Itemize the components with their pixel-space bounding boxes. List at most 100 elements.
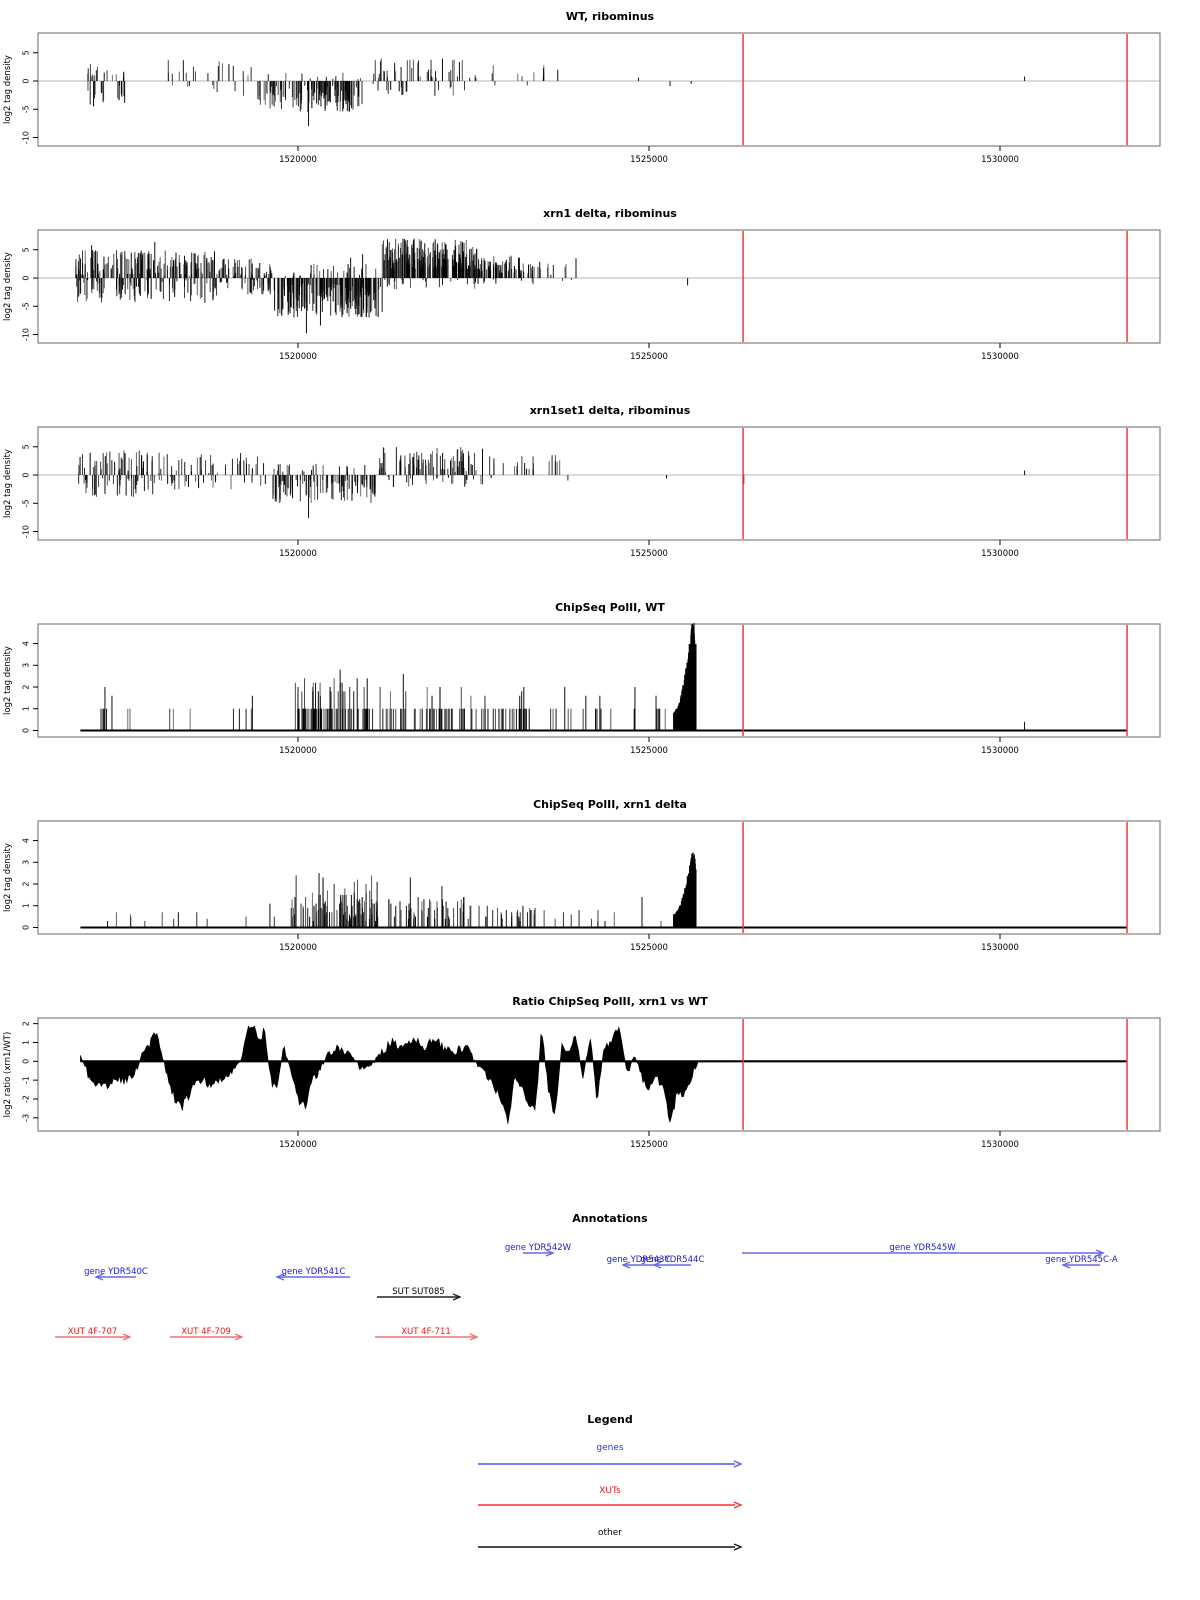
- panel-xrn1-ribominus: xrn1 delta, ribominus 5 0 -5 -10 log2 tag de…: [0, 197, 1200, 394]
- gene-arrow: gene YDR540C: [84, 1267, 148, 1281]
- x-tick-label: 1530000: [981, 943, 1019, 953]
- gene-arrow: gene YDR544C: [641, 1255, 705, 1269]
- panel-plot-chipseq-wt: 4 3 2 1 0 log2 tag density 1520000 1525000 15300…: [3, 622, 1161, 756]
- plot-area: 4 3 2 1 0 log2 tag density 1520000 1525000 15300…: [3, 820, 1161, 953]
- annotations-title: Annotations: [572, 1212, 648, 1225]
- gene-arrow: gene YDR541C: [275, 1267, 351, 1281]
- y-axis-label: log2 tag density: [3, 449, 13, 518]
- y-tick-label: -1: [22, 1076, 31, 1084]
- y-tick-label: -5: [22, 302, 31, 310]
- legend-arrow-genes: [478, 1460, 743, 1468]
- y-tick-label: -10: [22, 131, 31, 144]
- feature-label: gene YDR542W: [505, 1243, 572, 1253]
- y-tick-label: 0: [22, 1059, 31, 1064]
- legend-label-genes: genes: [596, 1443, 624, 1453]
- bars: [100, 622, 1026, 731]
- legend-label-xuts: XUTs: [599, 1486, 621, 1496]
- panel-title: WT, ribominus: [565, 10, 655, 23]
- y-axis: 5 0 -5 -10 log2 tag density: [3, 50, 38, 144]
- y-axis-label: log2 ratio (xrn1/WT): [3, 1032, 13, 1118]
- y-tick-label: 2: [22, 684, 31, 689]
- y-tick-label: -5: [22, 499, 31, 507]
- x-tick-label: 1525000: [630, 943, 668, 953]
- x-tick-label: 1520000: [279, 746, 317, 756]
- plot-frame: [37, 1017, 1161, 1132]
- y-tick-label: 1: [22, 706, 31, 711]
- gene-arrow: gene YDR545W: [742, 1243, 1105, 1257]
- panel-plot-xrn1-ribominus: 5 0 -5 -10 log2 tag density 1520000 1525000 153…: [3, 229, 1161, 362]
- feature-label: gene YDR540C: [84, 1267, 148, 1277]
- x-tick-label: 1525000: [630, 352, 668, 362]
- panel-title: xrn1 delta, ribominus: [543, 207, 677, 220]
- gene-arrow: gene YDR545C-A: [1045, 1255, 1118, 1269]
- y-tick-label: -5: [22, 105, 31, 113]
- y-tick-label: -3: [22, 1114, 31, 1122]
- x-axis: 1520000 1525000 1530000: [279, 737, 1019, 756]
- xut-arrow: XUT 4F-707: [55, 1327, 132, 1341]
- y-tick-label: 0: [22, 275, 31, 280]
- y-tick-label: 3: [22, 663, 31, 668]
- feature-label: XUT 4F-707: [68, 1327, 118, 1337]
- y-tick-label: 5: [22, 50, 31, 55]
- y-tick-label: 0: [22, 472, 31, 477]
- y-tick-label: 2: [22, 1021, 31, 1026]
- y-axis-label: log2 tag density: [3, 55, 13, 124]
- plot-frame: [37, 229, 1161, 344]
- legend: Legend genes XUTs other: [0, 1379, 1200, 1576]
- x-tick-label: 1530000: [981, 549, 1019, 559]
- x-tick-label: 1520000: [279, 1140, 317, 1150]
- bars: [107, 852, 697, 928]
- x-axis: 1520000 1525000 1530000: [279, 934, 1019, 953]
- x-tick-label: 1525000: [630, 155, 668, 165]
- y-tick-label: -10: [22, 525, 31, 538]
- panel-chipseq-xrn1: ChipSeq PolII, xrn1 delta 4 3 2 1 0 log2 tag …: [0, 788, 1200, 985]
- panel-plot-chipseq-xrn1: 4 3 2 1 0 log2 tag density 1520000 1525000 15300…: [3, 820, 1161, 953]
- y-axis-label: log2 tag density: [3, 252, 13, 321]
- plot-area: 5 0 -5 -10 log2 tag density 1520000 1525000 153…: [3, 32, 1161, 165]
- y-axis: 5 0 -5 -10 log2 tag density: [3, 247, 38, 341]
- x-axis: 1520000 1525000 1530000: [279, 146, 1019, 165]
- legend-arrow-other: [478, 1543, 743, 1551]
- plot-area: 2 1 0 -1 -2 -3 log2 ratio (xrn1/WT) 1520000 1525…: [3, 1017, 1161, 1150]
- x-tick-label: 1525000: [630, 549, 668, 559]
- x-axis: 1520000 1525000 1530000: [279, 540, 1019, 559]
- y-tick-label: 5: [22, 247, 31, 252]
- y-tick-label: -10: [22, 328, 31, 341]
- x-tick-label: 1520000: [279, 943, 317, 953]
- y-axis: 5 0 -5 -10 log2 tag density: [3, 444, 38, 538]
- legend-arrow-XUTs: [478, 1501, 743, 1509]
- panel-plot-xrn1set1-ribominus: 5 0 -5 -10 log2 tag density 1520000 1525000 153…: [3, 426, 1161, 559]
- feature-label: gene YDR545W: [889, 1243, 956, 1253]
- y-tick-label: 5: [22, 444, 31, 449]
- panel-title: Ratio ChipSeq PolII, xrn1 vs WT: [512, 995, 708, 1008]
- y-axis-label: log2 tag density: [3, 843, 13, 912]
- panel-title: xrn1set1 delta, ribominus: [529, 404, 691, 417]
- feature-label: XUT 4F-709: [181, 1327, 231, 1337]
- bars: [75, 238, 689, 334]
- feature-label: gene YDR544C: [641, 1255, 705, 1265]
- panel-plot-wt-ribominus: 5 0 -5 -10 log2 tag density 1520000 1525000 153…: [3, 32, 1161, 165]
- plot-frame: [37, 426, 1161, 541]
- y-axis: 4 3 2 1 0 log2 tag density: [3, 641, 38, 733]
- y-tick-label: 4: [22, 838, 31, 843]
- y-axis-label: log2 tag density: [3, 646, 13, 715]
- x-tick-label: 1520000: [279, 155, 317, 165]
- feature-label: SUT SUT085: [392, 1287, 445, 1297]
- panel-title: ChipSeq PolII, WT: [555, 601, 665, 614]
- other-arrow: SUT SUT085: [376, 1287, 462, 1301]
- y-tick-label: 1: [22, 1040, 31, 1045]
- plot-frame: [37, 623, 1161, 738]
- xut-arrow: XUT 4F-711: [375, 1327, 479, 1341]
- x-tick-label: 1520000: [279, 549, 317, 559]
- panel-wt-ribominus: WT, ribominus 5 0 -5 -10 log2 tag density 152…: [0, 0, 1200, 197]
- y-tick-label: 3: [22, 860, 31, 865]
- panel-chipseq-wt: ChipSeq PolII, WT 4 3 2 1 0 log2 tag density 1…: [0, 591, 1200, 788]
- panel-xrn1set1-ribominus: xrn1set1 delta, ribominus 5 0 -5 -10 log2 ta…: [0, 394, 1200, 591]
- y-tick-label: 2: [22, 881, 31, 886]
- feature-label: XUT 4F-711: [401, 1327, 451, 1337]
- plot-frame: [37, 32, 1161, 147]
- x-tick-label: 1530000: [981, 352, 1019, 362]
- x-tick-label: 1530000: [981, 155, 1019, 165]
- y-tick-label: -2: [22, 1095, 31, 1103]
